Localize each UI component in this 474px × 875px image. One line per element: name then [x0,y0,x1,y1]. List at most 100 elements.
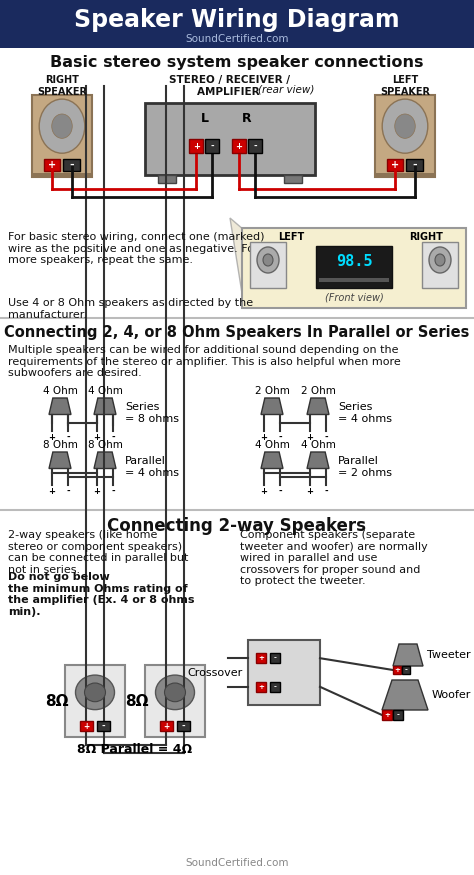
Text: 4 Ohm: 4 Ohm [43,386,77,396]
Text: +: + [48,160,56,170]
Bar [160,721,173,732]
Ellipse shape [52,114,72,138]
Bar [387,159,403,172]
Text: STEREO / RECEIVER /
AMPLIFIER: STEREO / RECEIVER / AMPLIFIER [170,75,291,96]
Text: +: + [258,683,264,690]
Text: (Front view): (Front view) [325,293,383,303]
Text: RIGHT
SPEAKER: RIGHT SPEAKER [37,75,87,96]
Polygon shape [49,398,71,415]
Polygon shape [307,398,329,415]
Text: Component speakers (separate
tweeter and woofer) are normally
wired in parallel : Component speakers (separate tweeter and… [240,530,428,586]
Bar [316,246,392,288]
Bar [382,710,392,720]
Text: +: + [391,160,399,170]
Text: +: + [48,432,55,442]
Text: -: - [412,160,417,170]
Bar [145,103,315,175]
Ellipse shape [84,683,106,702]
Ellipse shape [75,676,115,710]
Text: Woofer: Woofer [432,690,471,700]
Text: 8Ω: 8Ω [45,694,69,709]
Ellipse shape [155,676,194,710]
Bar [0,0,474,48]
Text: +: + [394,667,400,673]
Text: -: - [111,432,115,442]
Bar [80,721,93,732]
Text: +: + [307,432,313,442]
Text: RIGHT: RIGHT [409,232,443,242]
Bar [248,640,320,705]
Text: -: - [324,487,328,495]
Text: +: + [83,722,90,731]
Text: 8Ω Parallel = 4Ω: 8Ω Parallel = 4Ω [77,743,192,756]
Text: Do not go below
the minimum Ohms rating of
the amplifier (Ex. 4 or 8 ohms
min).: Do not go below the minimum Ohms rating … [8,572,194,617]
Ellipse shape [257,247,279,273]
Text: 4 Ohm: 4 Ohm [301,440,336,450]
Text: For basic stereo wiring, connect one (marked)
wire as the positive and one as ne: For basic stereo wiring, connect one (ma… [8,232,264,265]
Text: Connecting 2-way Speakers: Connecting 2-way Speakers [108,517,366,535]
Bar [32,173,92,177]
Polygon shape [382,680,428,710]
Text: +: + [93,487,100,495]
Text: -: - [182,722,185,731]
Text: Basic stereo system speaker connections: Basic stereo system speaker connections [50,54,424,69]
Bar [270,654,280,663]
Polygon shape [261,452,283,468]
Ellipse shape [395,114,415,138]
Bar [250,242,286,288]
Text: Speaker Wiring Diagram: Speaker Wiring Diagram [74,8,400,32]
Text: 2 Ohm: 2 Ohm [301,386,336,396]
Text: -: - [111,487,115,495]
Text: -: - [253,142,257,150]
Text: LEFT: LEFT [278,232,304,242]
Text: +: + [307,487,313,495]
Text: 2-way speakers (like home
stereo or component speakers)
can be connected in para: 2-way speakers (like home stereo or comp… [8,530,188,575]
Text: Crossover: Crossover [188,668,243,677]
Text: Tweeter: Tweeter [427,650,471,660]
Text: -: - [273,683,276,690]
Text: SoundCertified.com: SoundCertified.com [185,34,289,45]
Text: 8 Ohm: 8 Ohm [43,440,77,450]
Text: 4 Ohm: 4 Ohm [255,440,290,450]
Text: +: + [258,655,264,662]
Polygon shape [94,398,116,415]
Text: L: L [201,112,209,125]
Bar [402,666,410,674]
Polygon shape [261,398,283,415]
Text: +: + [48,487,55,495]
Text: +: + [384,712,390,718]
Polygon shape [307,452,329,468]
Ellipse shape [429,247,451,273]
Bar [393,666,401,674]
Text: (rear view): (rear view) [258,84,314,94]
Bar [375,173,435,177]
Text: -: - [102,722,105,731]
Polygon shape [393,644,423,666]
Text: 98.5: 98.5 [336,255,372,270]
Text: Series
= 8 ohms: Series = 8 ohms [125,402,179,424]
Polygon shape [230,218,244,306]
Text: -: - [273,655,276,662]
Text: -: - [324,432,328,442]
Text: -: - [278,432,282,442]
Text: +: + [236,142,243,150]
Text: 8Ω: 8Ω [125,694,149,709]
Text: +: + [163,722,170,731]
Text: Parallel
= 2 ohms: Parallel = 2 ohms [338,456,392,478]
Bar [32,95,92,177]
Text: Multiple speakers can be wired for additional sound depending on the
requirement: Multiple speakers can be wired for addit… [8,345,401,378]
Text: +: + [261,432,267,442]
Bar [44,159,61,172]
Bar [158,175,176,183]
Text: -: - [397,712,400,718]
Ellipse shape [39,99,85,153]
Bar [284,175,302,183]
Text: Parallel
= 4 ohms: Parallel = 4 ohms [125,456,179,478]
Bar [407,159,423,172]
Text: +: + [93,432,100,442]
Bar [232,139,246,153]
Ellipse shape [382,99,428,153]
Text: SoundCertified.com: SoundCertified.com [185,858,289,868]
Text: 2 Ohm: 2 Ohm [255,386,290,396]
Bar [206,139,219,153]
